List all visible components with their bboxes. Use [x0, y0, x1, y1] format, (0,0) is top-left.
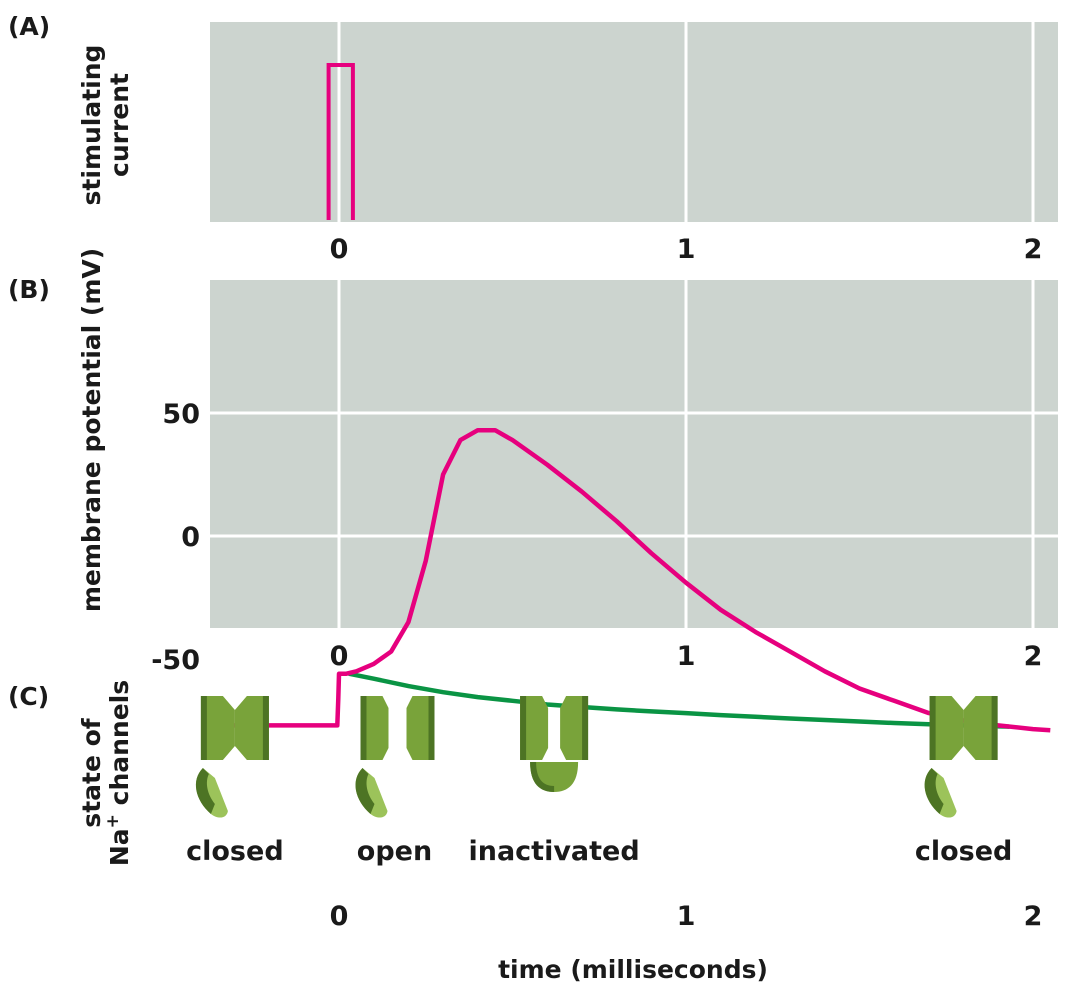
- panel-a-x-tick-label: 0: [330, 234, 349, 265]
- panel-c-letter: (C): [8, 682, 49, 711]
- panel-c-ylabel-sup: +: [103, 814, 123, 828]
- panel-b-x-tick-label: 2: [1024, 641, 1043, 672]
- panel-c-x-ticks: 0 1 2: [330, 901, 1043, 932]
- panel-b-plot-area: [210, 280, 1058, 628]
- channel-state-label: closed: [186, 836, 284, 867]
- panel-b-x-ticks: 0 1 2: [330, 641, 1043, 672]
- panel-b-y-ticks: 50 0 -50: [151, 399, 200, 676]
- panel-b-y-tick-label: 0: [181, 522, 200, 553]
- panel-c: (C) state of Na+ channels closed open inac…: [8, 680, 1042, 984]
- panel-b-series: [210, 427, 1051, 733]
- panel-a-x-tick-label: 1: [677, 234, 696, 265]
- panel-a-ylabel-line2: current: [105, 73, 134, 177]
- panel-b-x-tick-label: 0: [330, 641, 349, 672]
- na-channel-inactivated-icon: [520, 696, 589, 792]
- panel-c-x-tick-label: 2: [1024, 901, 1043, 932]
- na-channel-closed-icon: [195, 696, 269, 818]
- panel-b-x-tick-label: 1: [677, 641, 696, 672]
- na-channel-open-icon: [355, 696, 435, 818]
- panel-a-gridlines: [337, 22, 1035, 222]
- x-axis-title: time (milliseconds): [498, 955, 768, 984]
- stimulus-pulse-line: [326, 63, 355, 220]
- panel-b-y-tick-label: 50: [162, 399, 200, 430]
- panel-c-x-tick-label: 0: [330, 901, 349, 932]
- panel-c-ylabel-line1: state of: [77, 717, 106, 827]
- panel-a-plot-area: [210, 22, 1058, 222]
- subthreshold-potential-line: [347, 671, 1011, 729]
- action-potential-line: [210, 427, 1051, 733]
- panel-a-series: [326, 63, 355, 220]
- panel-a: (A) stimulating current 0 1 2: [8, 12, 1058, 265]
- channel-states: closed open inactivated closed: [186, 696, 1012, 867]
- panel-c-ylabel-line2: Na+ channels: [103, 680, 134, 866]
- channel-state-label: closed: [915, 836, 1013, 867]
- panel-b-letter: (B): [8, 275, 50, 304]
- na-channel-closed-icon: [924, 696, 998, 818]
- panel-c-ylabel-channels: channels: [105, 680, 134, 814]
- channel-state-label: open: [357, 836, 432, 867]
- panel-a-x-ticks: 0 1 2: [330, 234, 1043, 265]
- panel-a-letter: (A): [8, 12, 50, 41]
- channel-state-label: inactivated: [468, 836, 639, 867]
- panel-c-x-tick-label: 1: [677, 901, 696, 932]
- panel-b-y-tick-label: -50: [151, 645, 200, 676]
- panel-a-x-tick-label: 2: [1024, 234, 1043, 265]
- panel-c-ylabel-na: Na: [105, 828, 134, 866]
- panel-b-ylabel: membrane potential (mV): [77, 248, 106, 612]
- panel-a-ylabel-line1: stimulating: [77, 45, 106, 206]
- panel-b: (B) membrane potential (mV) 50 0 -50 0 1 2: [8, 248, 1058, 733]
